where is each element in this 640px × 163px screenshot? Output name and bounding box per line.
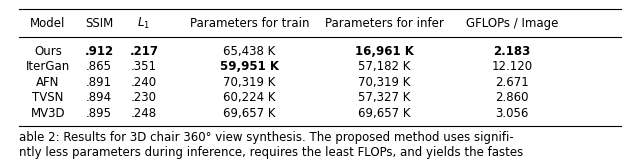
Text: 12.120: 12.120 — [492, 60, 532, 73]
Text: .240: .240 — [131, 76, 157, 89]
Text: .248: .248 — [131, 107, 157, 120]
Text: 16,961 K: 16,961 K — [355, 45, 413, 58]
Text: ntly less parameters during inference, requires the least FLOPs, and yields the : ntly less parameters during inference, r… — [19, 146, 524, 159]
Text: 69,657 K: 69,657 K — [223, 107, 276, 120]
Text: SSIM: SSIM — [85, 17, 113, 30]
Text: 3.056: 3.056 — [495, 107, 529, 120]
Text: .891: .891 — [86, 76, 112, 89]
Text: 60,224 K: 60,224 K — [223, 91, 276, 104]
Text: IterGan: IterGan — [26, 60, 70, 73]
Text: .865: .865 — [86, 60, 112, 73]
Text: .912: .912 — [84, 45, 114, 58]
Text: Ours: Ours — [34, 45, 62, 58]
Text: 59,951 K: 59,951 K — [220, 60, 279, 73]
Text: TVSN: TVSN — [32, 91, 64, 104]
Text: 70,319 K: 70,319 K — [223, 76, 276, 89]
Text: able 2: Results for 3D chair 360° view synthesis. The proposed method uses signi: able 2: Results for 3D chair 360° view s… — [19, 131, 514, 144]
Text: 69,657 K: 69,657 K — [358, 107, 410, 120]
Text: 2.671: 2.671 — [495, 76, 529, 89]
Text: 2.860: 2.860 — [495, 91, 529, 104]
Text: $L_1$: $L_1$ — [138, 16, 150, 31]
Text: .894: .894 — [86, 91, 112, 104]
Text: Parameters for infer: Parameters for infer — [324, 17, 444, 30]
Text: 57,327 K: 57,327 K — [358, 91, 410, 104]
Text: GFLOPs / Image: GFLOPs / Image — [466, 17, 558, 30]
Text: .895: .895 — [86, 107, 112, 120]
Text: 57,182 K: 57,182 K — [358, 60, 410, 73]
Text: .351: .351 — [131, 60, 157, 73]
Text: 70,319 K: 70,319 K — [358, 76, 410, 89]
Text: .217: .217 — [129, 45, 159, 58]
Text: 65,438 K: 65,438 K — [223, 45, 276, 58]
Text: MV3D: MV3D — [31, 107, 65, 120]
Text: Model: Model — [30, 17, 66, 30]
Text: AFN: AFN — [36, 76, 60, 89]
Text: Parameters for train: Parameters for train — [190, 17, 309, 30]
Text: 2.183: 2.183 — [493, 45, 531, 58]
Text: .230: .230 — [131, 91, 157, 104]
